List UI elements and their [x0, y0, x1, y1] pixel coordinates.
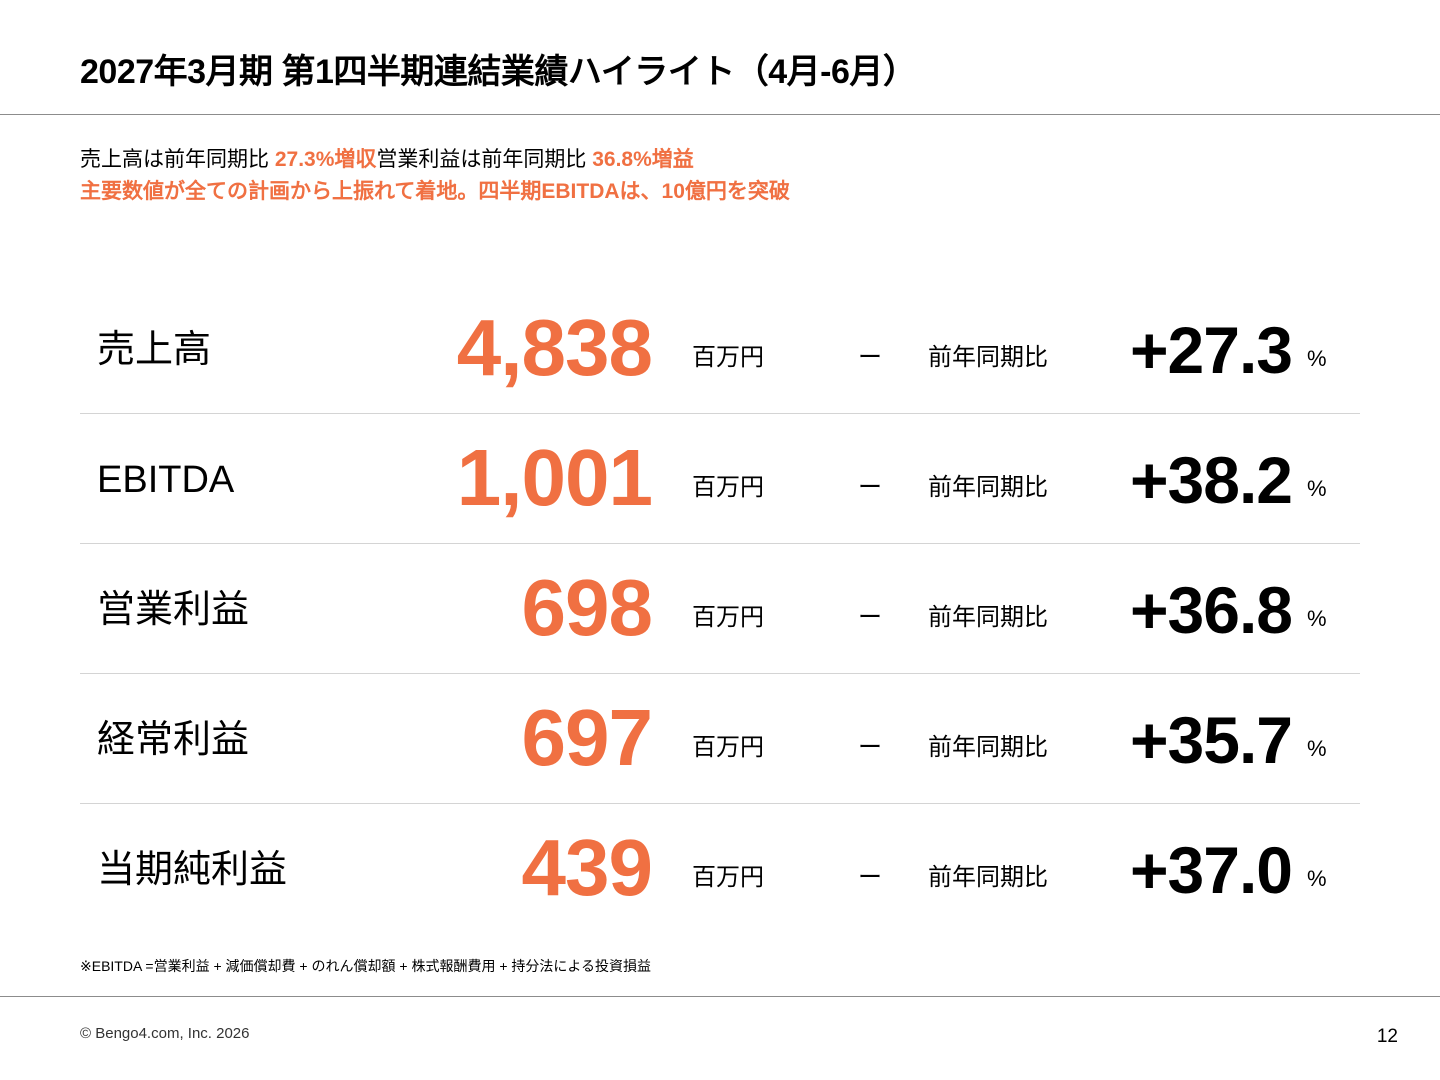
metric-dash: ー [858, 864, 882, 891]
metric-percent-sign: % [1307, 346, 1327, 371]
metric-label: 営業利益 [97, 589, 250, 631]
metric-value: 697 [521, 693, 653, 782]
summary: 売上高は前年同期比 27.3%増収営業利益は前年同期比 36.8%増益 主要数値… [80, 144, 790, 208]
metric-yoy-label: 前年同期比 [928, 474, 1048, 501]
metric-yoy-label: 前年同期比 [928, 734, 1048, 761]
metric-percent-sign: % [1307, 866, 1327, 891]
metric-growth: +27.3 [1130, 313, 1293, 387]
copyright: © Bengo4.com, Inc. 2026 [80, 1025, 250, 1042]
metric-dash: ー [858, 604, 882, 631]
metric-percent-sign: % [1307, 736, 1327, 761]
metric-growth: +37.0 [1130, 833, 1293, 907]
op-profit-growth-highlight: 36.8%増益 [592, 148, 694, 171]
metric-unit: 百万円 [692, 864, 764, 891]
footer-divider [0, 996, 1440, 997]
metric-value: 1,001 [456, 433, 653, 522]
metric-row-ordinary-profit: 経常利益 697 百万円 ー 前年同期比 +35.7 % [80, 674, 1360, 804]
metric-row-ebitda: EBITDA 1,001 百万円 ー 前年同期比 +38.2 % [80, 414, 1360, 544]
metric-unit: 百万円 [692, 474, 764, 501]
metric-value: 439 [521, 823, 653, 912]
metric-value: 698 [521, 563, 653, 652]
metric-unit: 百万円 [692, 734, 764, 761]
metric-yoy-label: 前年同期比 [928, 864, 1048, 891]
metric-percent-sign: % [1307, 606, 1327, 631]
metrics-table: 売上高 4,838 百万円 ー 前年同期比 +27.3 % EBITDA 1,0… [80, 284, 1360, 934]
metric-label: EBITDA [97, 459, 235, 501]
page-title: 2027年3月期 第1四半期連結業績ハイライト（4月-6月） [80, 53, 917, 91]
metric-dash: ー [858, 344, 882, 371]
title-divider [0, 114, 1440, 115]
metric-row-sales: 売上高 4,838 百万円 ー 前年同期比 +27.3 % [80, 284, 1360, 414]
summary-line-1: 売上高は前年同期比 27.3%増収営業利益は前年同期比 36.8%増益 [80, 144, 790, 176]
metric-label: 当期純利益 [97, 849, 288, 891]
metric-yoy-label: 前年同期比 [928, 344, 1048, 371]
metric-dash: ー [858, 474, 882, 501]
summary-line-1-middle: 営業利益は前年同期比 [376, 148, 593, 171]
metric-value: 4,838 [456, 303, 653, 392]
page-number: 12 [1376, 1026, 1398, 1047]
sales-growth-highlight: 27.3%増収 [274, 148, 377, 171]
metric-label: 経常利益 [97, 719, 250, 761]
metric-growth: +35.7 [1130, 703, 1293, 777]
ebitda-footnote: ※EBITDA =営業利益 + 減価償却費 + のれん償却額 + 株式報酬費用 … [80, 958, 651, 974]
metric-row-net-income: 当期純利益 439 百万円 ー 前年同期比 +37.0 % [80, 804, 1360, 934]
metric-unit: 百万円 [692, 604, 764, 631]
metric-yoy-label: 前年同期比 [928, 604, 1048, 631]
summary-line-2: 主要数値が全ての計画から上振れて着地。四半期EBITDAは、10億円を突破 [80, 180, 790, 203]
metric-label: 売上高 [97, 329, 212, 371]
metric-percent-sign: % [1307, 476, 1327, 501]
metric-dash: ー [858, 734, 882, 761]
metric-unit: 百万円 [692, 344, 764, 371]
metric-growth: +38.2 [1130, 443, 1293, 517]
metric-row-operating-profit: 営業利益 698 百万円 ー 前年同期比 +36.8 % [80, 544, 1360, 674]
metric-growth: +36.8 [1130, 573, 1293, 647]
summary-line-1-prefix: 売上高は前年同期比 [80, 148, 275, 171]
